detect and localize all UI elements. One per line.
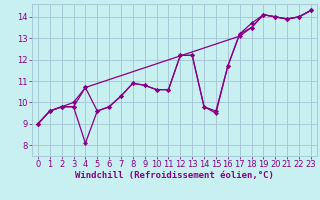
X-axis label: Windchill (Refroidissement éolien,°C): Windchill (Refroidissement éolien,°C) — [75, 171, 274, 180]
